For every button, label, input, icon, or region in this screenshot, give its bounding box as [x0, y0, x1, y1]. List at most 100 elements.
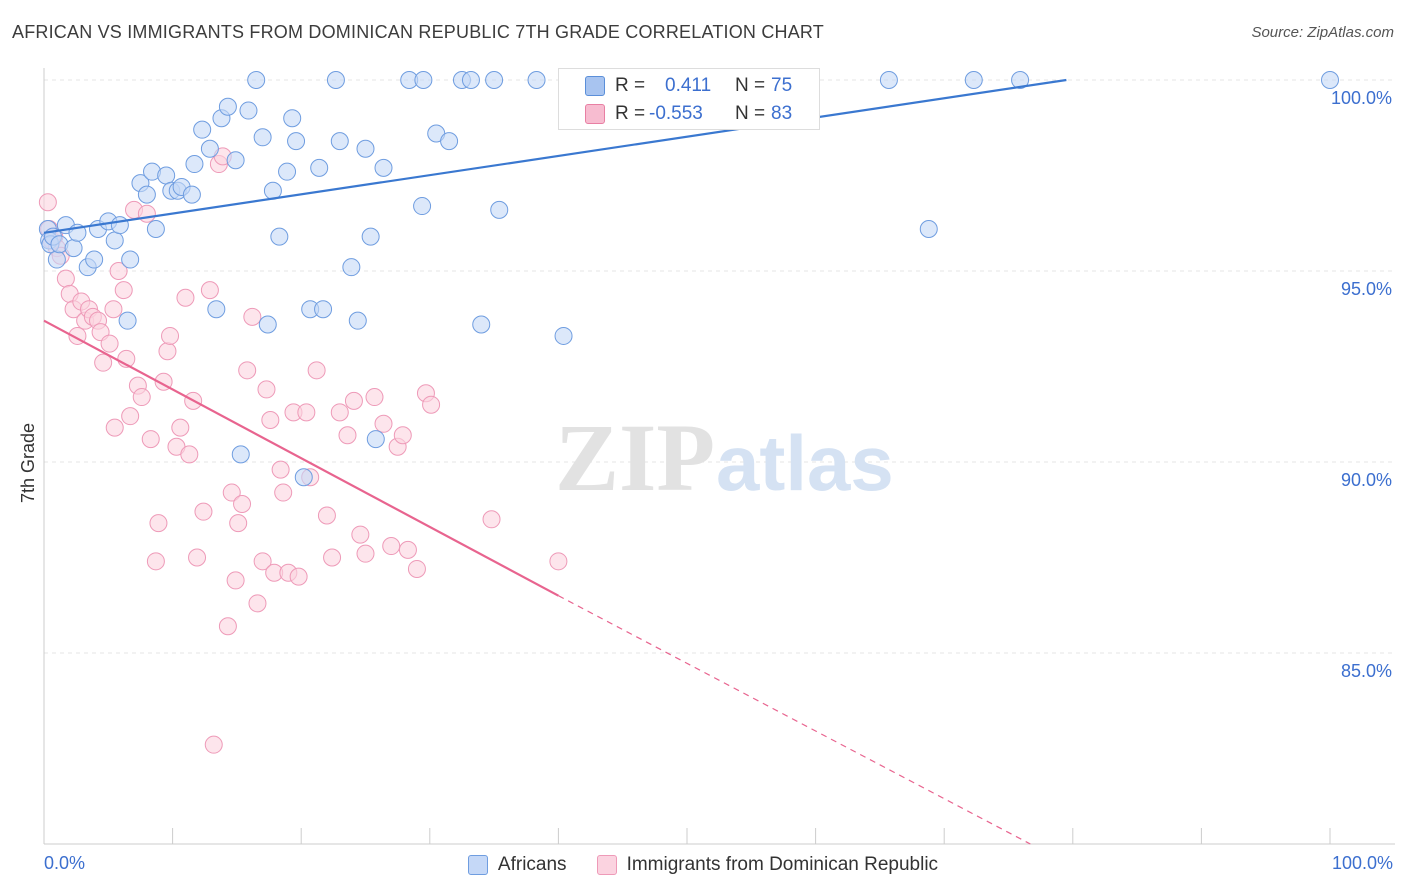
stats-r-label: R =	[615, 103, 646, 124]
data-point-africans	[1011, 71, 1030, 89]
data-point-africans	[118, 311, 137, 330]
data-point-africans	[278, 162, 297, 181]
data-point-africans	[47, 250, 66, 269]
data-point-dominican	[257, 380, 276, 399]
data-point-africans	[461, 71, 480, 89]
data-point-dominican	[94, 353, 113, 372]
trend-line-africans	[43, 78, 1067, 234]
watermark-zip: ZIP	[555, 404, 715, 511]
legend: Africans Immigrants from Dominican Repub…	[0, 851, 1406, 879]
tick-labels: 100.0% 95.0% 90.0% 85.0% 0.0% 100.0%	[44, 88, 1393, 873]
data-point-dominican	[274, 483, 293, 502]
data-point-dominican	[204, 735, 223, 754]
data-point-dominican	[132, 388, 151, 407]
data-point-dominican	[261, 410, 280, 429]
data-point-dominican	[307, 361, 326, 380]
data-point-dominican	[161, 326, 180, 345]
data-point-africans	[283, 109, 302, 128]
data-point-dominican	[238, 361, 257, 380]
data-point-africans	[554, 326, 573, 345]
data-point-dominican	[226, 571, 245, 590]
data-point-africans	[121, 250, 140, 269]
data-point-dominican	[137, 204, 156, 223]
stats-n-value: 83	[771, 103, 793, 124]
stats-swatch-africans	[585, 76, 605, 96]
data-point-africans	[200, 139, 219, 158]
data-point-africans	[490, 200, 509, 219]
data-point-dominican	[194, 502, 213, 521]
stats-n-value: 75	[771, 75, 793, 96]
data-point-dominican	[253, 552, 272, 571]
data-point-dominican	[233, 495, 252, 514]
x-tick-label: 0.0%	[44, 853, 85, 873]
data-point-africans	[193, 120, 212, 139]
data-point-dominican	[398, 540, 417, 559]
legend-swatch-dominican	[596, 855, 617, 875]
data-point-africans	[207, 300, 226, 319]
data-point-africans	[485, 71, 504, 89]
x-tick-label: 100.0%	[1332, 853, 1393, 873]
data-point-dominican	[109, 262, 128, 280]
data-point-dominican	[356, 544, 375, 563]
data-point-africans	[157, 166, 176, 185]
stats-swatch-dominican	[585, 104, 605, 124]
legend-label-africans: Africans	[497, 854, 567, 875]
y-tick-label: 85.0%	[1341, 661, 1392, 681]
data-point-dominican	[549, 552, 568, 571]
data-point-dominican	[229, 514, 248, 533]
data-point-dominican	[422, 395, 441, 414]
legend-item-dominican[interactable]: Immigrants from Dominican Republic	[596, 851, 939, 879]
data-point-dominican	[121, 407, 140, 426]
data-point-dominican	[171, 418, 190, 437]
legend-item-africans[interactable]: Africans	[467, 851, 567, 879]
data-point-dominican	[149, 514, 168, 533]
data-point-africans	[414, 71, 433, 89]
stats-r-value: -0.553	[649, 103, 703, 124]
data-point-dominican	[104, 300, 123, 319]
data-point-africans	[314, 300, 333, 319]
data-point-dominican	[351, 525, 370, 544]
series-africans-points	[38, 71, 1339, 487]
data-point-africans	[330, 132, 349, 151]
data-point-dominican	[393, 426, 412, 445]
data-point-africans	[326, 71, 345, 89]
data-point-dominican	[344, 391, 363, 410]
data-point-dominican	[56, 269, 75, 288]
data-point-dominican	[243, 307, 262, 326]
data-point-dominican	[158, 342, 177, 361]
data-point-africans	[270, 227, 289, 246]
data-point-africans	[472, 315, 491, 334]
data-point-africans	[110, 216, 129, 235]
stats-n-label: N =	[735, 75, 766, 96]
data-point-dominican	[180, 445, 199, 464]
data-point-dominican	[407, 559, 426, 578]
data-point-africans	[366, 430, 385, 449]
data-point-dominican	[38, 193, 57, 212]
watermark-atlas: atlas	[716, 419, 894, 507]
y-tick-label: 90.0%	[1341, 470, 1392, 490]
data-point-dominican	[365, 388, 384, 407]
data-point-africans	[527, 71, 546, 89]
y-axis-label: 7th Grade	[18, 423, 38, 503]
chart-title: AFRICAN VS IMMIGRANTS FROM DOMINICAN REP…	[12, 22, 825, 42]
data-point-africans	[356, 139, 375, 158]
data-point-africans	[146, 219, 165, 238]
data-point-africans	[287, 132, 306, 151]
data-point-dominican	[114, 281, 133, 300]
legend-swatch-africans	[467, 855, 488, 875]
data-point-dominican	[100, 334, 119, 353]
data-point-dominican	[105, 418, 124, 437]
data-point-dominican	[176, 288, 195, 307]
source-label: Source: ZipAtlas.com	[1251, 24, 1394, 41]
data-point-africans	[137, 185, 156, 204]
data-point-dominican	[323, 548, 342, 567]
data-point-dominican	[382, 537, 401, 556]
data-point-dominican	[271, 460, 290, 479]
stats-r-label: R =	[615, 75, 646, 96]
data-point-africans	[342, 258, 361, 277]
data-point-dominican	[289, 567, 308, 586]
data-point-africans	[1321, 71, 1339, 89]
trend-lines	[43, 78, 1067, 845]
data-point-africans	[348, 311, 367, 330]
legend-label-dominican: Immigrants from Dominican Republic	[626, 854, 939, 875]
